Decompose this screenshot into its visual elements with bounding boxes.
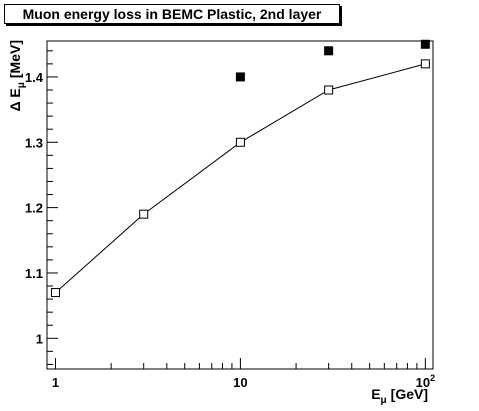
x-tick-label: 102 <box>416 373 435 390</box>
open-square-marker <box>139 209 149 219</box>
series-lines <box>55 63 426 293</box>
axis-ticks <box>47 50 426 369</box>
plot-frame <box>46 40 434 370</box>
x-tick-label-base: 10 <box>416 375 430 390</box>
x-axis-label-unit: [GeV] <box>391 386 428 402</box>
series-markers <box>50 39 430 298</box>
x-tick-label: 10 <box>233 375 247 390</box>
x-tick-label-base: 1 <box>52 375 59 390</box>
open-square-marker <box>235 137 245 147</box>
y-tick-label: 1.2 <box>25 201 43 216</box>
y-tick-label: 1.4 <box>25 70 44 85</box>
open-square-marker <box>50 288 60 298</box>
filled-square-marker <box>420 39 430 49</box>
y-axis-label-main: Δ E <box>7 88 23 111</box>
x-tick-label-base: 10 <box>233 375 247 390</box>
y-tick-label: 1 <box>36 331 43 346</box>
open-square-marker <box>324 85 334 95</box>
x-tick-label: 1 <box>52 375 59 390</box>
y-axis-label: Δ Eμ [MeV] <box>7 40 27 112</box>
open-square-marker <box>420 59 430 69</box>
x-axis-label-subscript: μ <box>381 395 387 406</box>
filled-square-marker <box>235 72 245 82</box>
filled-square-marker <box>324 46 334 56</box>
chart-title: Muon energy loss in BEMC Plastic, 2nd la… <box>22 6 322 22</box>
y-tick-label: 1.3 <box>25 135 43 150</box>
y-tick-label: 1.1 <box>25 266 43 281</box>
series-1-line <box>55 63 426 293</box>
title-box: Muon energy loss in BEMC Plastic, 2nd la… <box>4 4 340 24</box>
x-axis-label-main: E <box>371 386 380 402</box>
y-axis-label-subscript: μ <box>16 82 27 88</box>
x-tick-label-exponent: 2 <box>430 373 435 383</box>
x-axis-label: Eμ [GeV] <box>371 386 428 406</box>
y-axis-label-unit: [MeV] <box>7 40 23 78</box>
